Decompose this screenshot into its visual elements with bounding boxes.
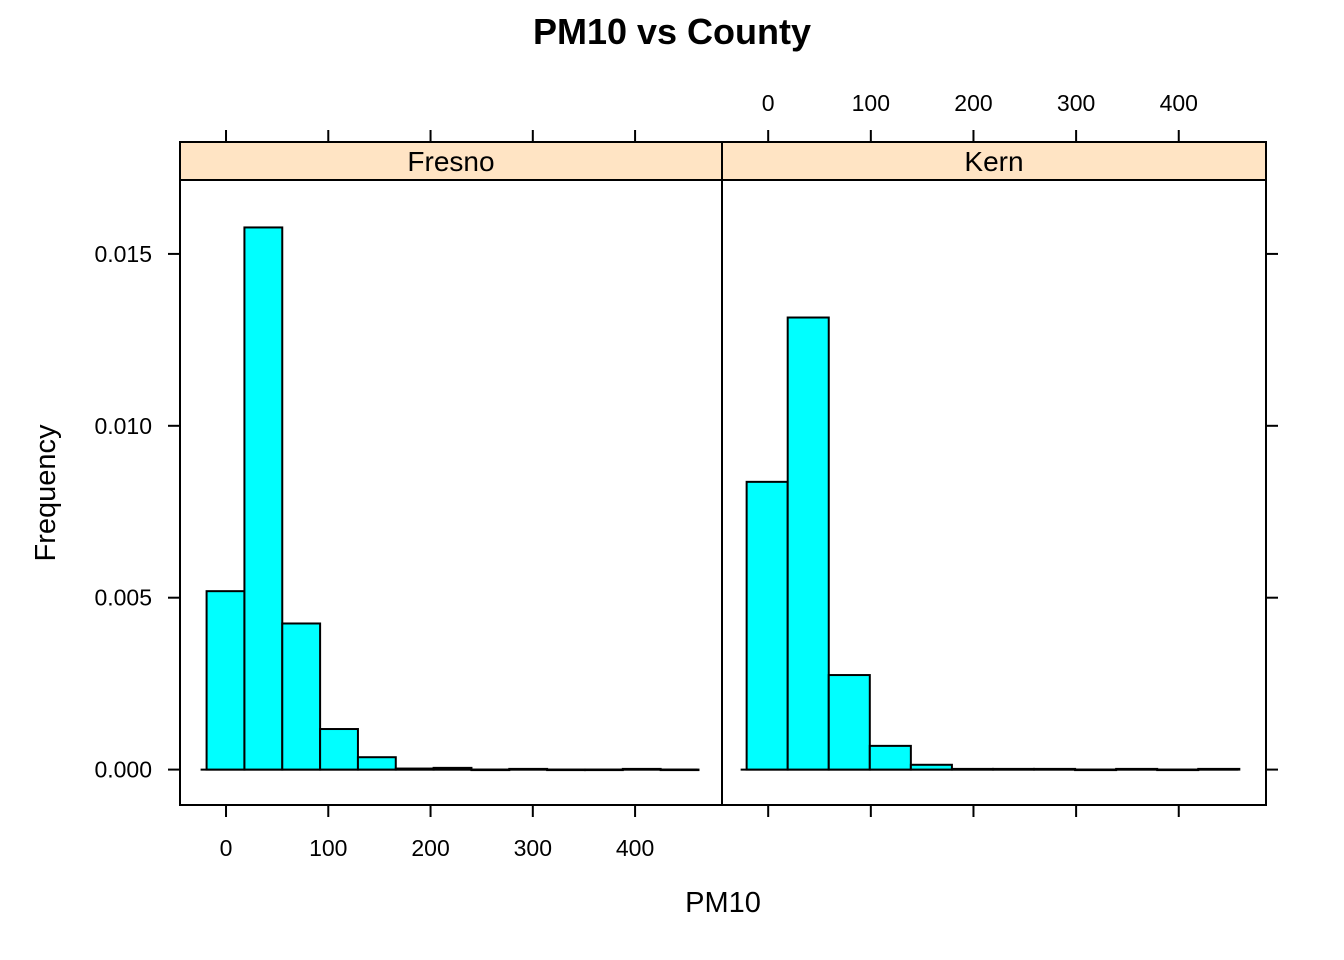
bar — [470, 768, 511, 772]
strip-label-fresno: Fresno — [407, 146, 494, 177]
bar — [621, 767, 662, 771]
bar — [583, 768, 624, 772]
bar — [827, 674, 871, 771]
bar — [394, 767, 435, 771]
panel-fresno: Fresno 0 100 200 300 400 — [179, 130, 723, 861]
bar — [868, 744, 912, 771]
bar — [991, 767, 1036, 771]
bar — [205, 590, 246, 771]
strip-fresno — [179, 141, 723, 181]
bar — [659, 768, 700, 772]
bar — [243, 226, 284, 771]
x-axis-label: PM10 — [685, 887, 761, 919]
panel-frame-kern — [721, 179, 1267, 806]
bar — [786, 316, 830, 771]
bar — [950, 767, 994, 771]
bar — [546, 768, 586, 772]
x-tick-label: 0 — [762, 90, 775, 116]
panels-group: Fresno 0 100 200 300 400 Kern 0 100 200 300 400 — [179, 90, 1267, 861]
x-tick-label: 200 — [954, 90, 992, 116]
x-tick-label: 100 — [309, 835, 347, 861]
bar — [1115, 767, 1159, 771]
y-tick-label: 0.000 — [94, 757, 152, 783]
x-tick-label: 200 — [411, 835, 449, 861]
x-tick-label: 300 — [514, 835, 552, 861]
chart-title: PM10 vs County — [533, 11, 811, 52]
bar — [1033, 767, 1077, 771]
x-tick-label: 100 — [852, 90, 890, 116]
y-axis-label: Frequency — [30, 424, 62, 562]
x-tick-label: 0 — [220, 835, 233, 861]
bar — [1156, 768, 1200, 772]
strip-kern — [721, 141, 1267, 181]
strip-label-kern: Kern — [964, 146, 1023, 177]
bar — [1074, 768, 1118, 772]
bar — [356, 756, 397, 771]
bar — [508, 767, 549, 771]
bar — [319, 728, 359, 771]
panel-kern: Kern 0 100 200 300 400 — [721, 90, 1267, 817]
bar — [745, 480, 789, 771]
x-tick-label: 400 — [1160, 90, 1198, 116]
x-tick-label: 400 — [616, 835, 654, 861]
x-tick-label: 300 — [1057, 90, 1095, 116]
y-tick-label: 0.015 — [94, 241, 152, 267]
bar — [909, 763, 953, 771]
bar — [432, 766, 473, 771]
y-tick-label: 0.010 — [94, 413, 152, 439]
y-tick-label: 0.005 — [94, 585, 152, 611]
y-axis: 0.000 0.005 0.010 0.015 — [94, 241, 1278, 783]
bar — [1197, 767, 1241, 771]
bar — [281, 622, 322, 771]
